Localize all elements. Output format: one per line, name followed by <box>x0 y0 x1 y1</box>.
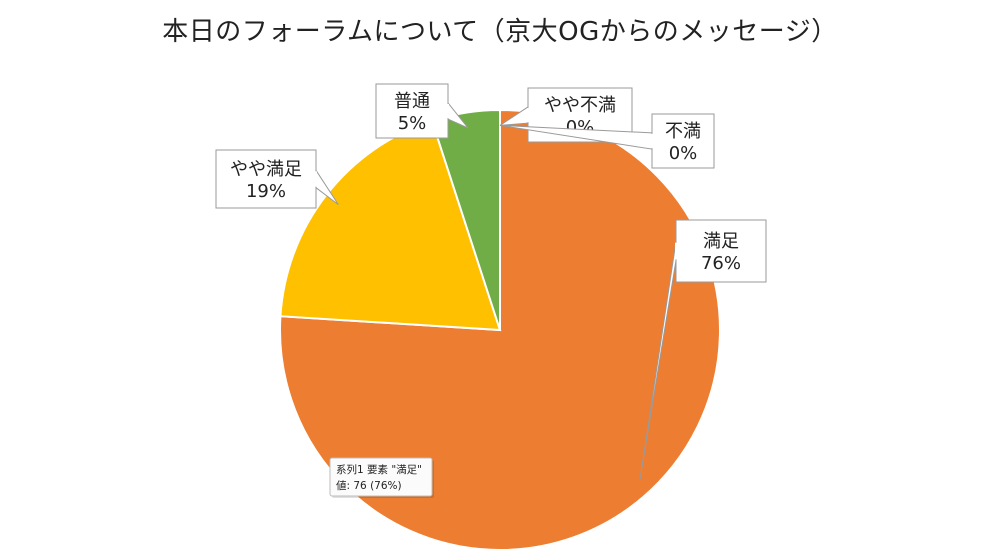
tooltip-box <box>329 457 433 497</box>
callout-5: 不満0% <box>499 113 715 169</box>
callout-category-label: 満足 <box>703 231 739 252</box>
tooltip: 系列1 要素 "満足" 値: 76 (76%) <box>329 457 434 498</box>
callout-percent-label: 0% <box>669 143 698 164</box>
callout-3: 普通5% <box>375 83 469 139</box>
callout-box <box>215 149 317 209</box>
chart-title: 本日のフォーラムについて（京大OGからのメッセージ） <box>162 17 838 47</box>
callout-box <box>651 113 715 169</box>
tooltip-line-2: 値: 76 (76%) <box>336 479 402 492</box>
callout-box <box>675 219 767 283</box>
hover-tooltip: 系列1 要素 "満足" 値: 76 (76%) <box>329 457 434 498</box>
tooltip-line-1: 系列1 要素 "満足" <box>336 463 422 476</box>
callout-percent-label: 5% <box>398 113 427 134</box>
callout-box <box>375 83 449 139</box>
callout-percent-label: 19% <box>246 181 286 202</box>
callout-category-label: 普通 <box>394 91 430 112</box>
pie-slices <box>279 108 721 551</box>
callout-category-label: やや不満 <box>544 95 616 116</box>
callout-category-label: 不満 <box>665 121 701 142</box>
callout-percent-label: 76% <box>701 253 741 274</box>
callout-category-label: やや満足 <box>230 159 302 180</box>
